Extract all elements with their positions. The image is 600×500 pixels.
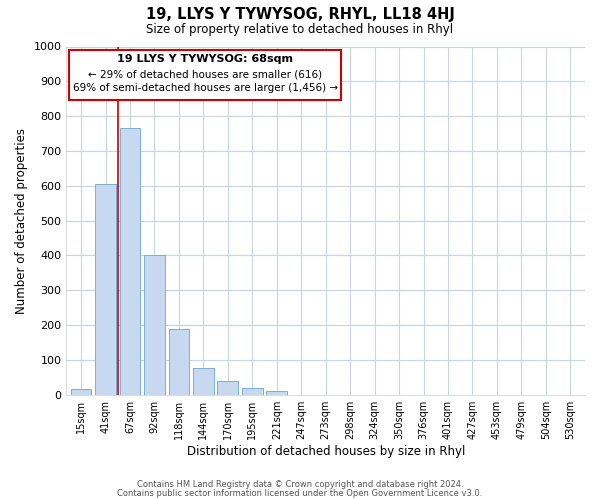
- Bar: [71, 390, 91, 394]
- Text: Contains HM Land Registry data © Crown copyright and database right 2024.: Contains HM Land Registry data © Crown c…: [137, 480, 463, 489]
- Text: ← 29% of detached houses are smaller (616): ← 29% of detached houses are smaller (61…: [88, 69, 322, 79]
- Bar: [119, 128, 140, 394]
- Text: 19 LLYS Y TYWYSOG: 68sqm: 19 LLYS Y TYWYSOG: 68sqm: [117, 54, 293, 64]
- Bar: [193, 368, 214, 394]
- Bar: [242, 388, 263, 394]
- Bar: [144, 256, 165, 394]
- Text: Size of property relative to detached houses in Rhyl: Size of property relative to detached ho…: [146, 22, 454, 36]
- X-axis label: Distribution of detached houses by size in Rhyl: Distribution of detached houses by size …: [187, 444, 465, 458]
- Bar: [95, 184, 116, 394]
- Y-axis label: Number of detached properties: Number of detached properties: [15, 128, 28, 314]
- Text: Contains public sector information licensed under the Open Government Licence v3: Contains public sector information licen…: [118, 488, 482, 498]
- Text: 69% of semi-detached houses are larger (1,456) →: 69% of semi-detached houses are larger (…: [73, 83, 338, 93]
- Bar: [217, 381, 238, 394]
- Text: 19, LLYS Y TYWYSOG, RHYL, LL18 4HJ: 19, LLYS Y TYWYSOG, RHYL, LL18 4HJ: [146, 8, 454, 22]
- FancyBboxPatch shape: [69, 50, 341, 100]
- Bar: [266, 390, 287, 394]
- Bar: [169, 328, 190, 394]
